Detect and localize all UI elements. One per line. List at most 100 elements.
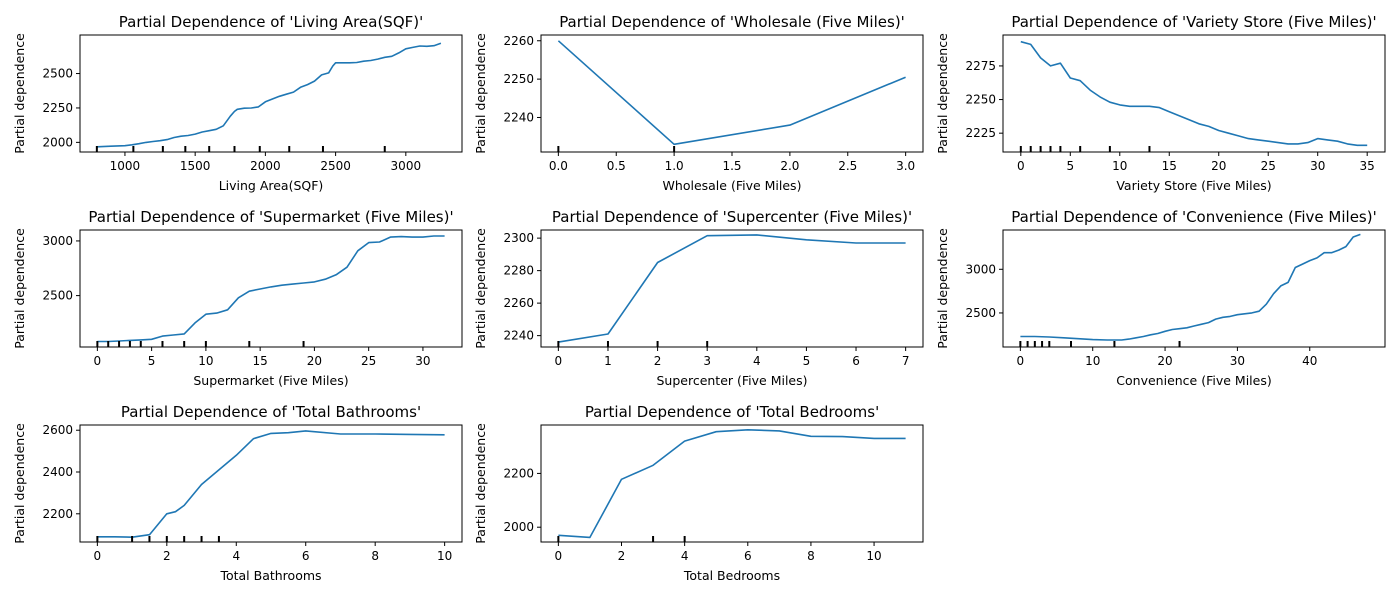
partial-dependence-line [558, 234, 906, 343]
y-axis-label: Partial dependence [12, 228, 27, 349]
chart-title: Partial Dependence of 'Wholesale (Five M… [559, 13, 905, 31]
y-tick-label: 2250 [42, 101, 73, 115]
x-tick-label: 15 [253, 354, 268, 368]
x-axis-label: Total Bathrooms [219, 568, 321, 583]
y-tick-label: 2260 [503, 34, 534, 48]
x-tick-label: 1 [604, 354, 612, 368]
chart-title: Partial Dependence of 'Total Bathrooms' [121, 403, 421, 421]
x-tick-label: 8 [807, 549, 815, 563]
x-axis-label: Supercenter (Five Miles) [656, 373, 807, 388]
y-axis-label: Partial dependence [473, 228, 488, 349]
x-tick-label: 10 [437, 549, 452, 563]
chart-panel: Partial Dependence of 'Total Bathrooms' 0… [12, 403, 463, 583]
y-tick-label: 2240 [503, 110, 534, 124]
x-tick-label: 20 [307, 354, 322, 368]
plot-frame [1002, 229, 1386, 348]
chart-title: Partial Dependence of 'Total Bedrooms' [585, 403, 879, 421]
plot-frame [79, 424, 463, 543]
partial-dependence-line [1020, 40, 1368, 147]
y-tick-label: 2000 [42, 135, 73, 149]
x-tick-label: 2500 [320, 159, 351, 173]
x-tick-label: 5 [1066, 159, 1074, 173]
x-tick-label: 6 [744, 549, 752, 563]
x-tick-label: 20 [1211, 159, 1226, 173]
x-tick-label: 0 [555, 354, 563, 368]
chart-title: Partial Dependence of 'Convenience (Five… [1011, 208, 1376, 226]
x-tick-label: 25 [361, 354, 376, 368]
x-axis-label: Wholesale (Five Miles) [663, 178, 802, 193]
x-tick-label: 0 [94, 549, 102, 563]
y-tick-label: 2500 [965, 306, 996, 320]
x-axis-label: Total Bedrooms [683, 568, 780, 583]
x-tick-label: 6 [302, 549, 310, 563]
partial-dependence-line [558, 428, 906, 539]
x-axis-label: Supermarket (Five Miles) [193, 373, 348, 388]
partial-dependence-line [557, 40, 906, 146]
x-tick-label: 2 [163, 549, 171, 563]
y-tick-label: 2500 [42, 67, 73, 81]
x-tick-label: 2 [654, 354, 662, 368]
y-tick-label: 2000 [503, 520, 534, 534]
x-tick-label: 30 [415, 354, 430, 368]
x-tick-label: 0 [94, 354, 102, 368]
x-tick-label: 0 [1017, 354, 1025, 368]
y-tick-label: 2225 [965, 126, 996, 140]
y-axis-label: Partial dependence [12, 423, 27, 544]
plot-frame [540, 424, 924, 543]
chart-title: Partial Dependence of 'Supermarket (Five… [88, 208, 453, 226]
chart-title: Partial Dependence of 'Supercenter (Five… [552, 208, 912, 226]
plot-frame [79, 229, 463, 348]
x-tick-label: 2.0 [780, 159, 799, 173]
x-tick-label: 6 [852, 354, 860, 368]
x-tick-label: 0.0 [549, 159, 568, 173]
x-tick-label: 15 [1162, 159, 1177, 173]
plot-frame [540, 229, 924, 348]
x-tick-label: 10 [1085, 354, 1100, 368]
x-tick-label: 30 [1310, 159, 1325, 173]
x-tick-label: 1000 [110, 159, 141, 173]
y-axis-label: Partial dependence [935, 228, 950, 349]
x-tick-label: 0 [1017, 159, 1025, 173]
y-tick-label: 2300 [503, 231, 534, 245]
y-tick-label: 2280 [503, 264, 534, 278]
partial-dependence-line [97, 235, 445, 343]
chart-panel: Partial Dependence of 'Convenience (Five… [935, 208, 1386, 388]
y-tick-label: 2250 [965, 93, 996, 107]
y-tick-label: 2600 [42, 423, 73, 437]
y-tick-label: 2200 [503, 466, 534, 480]
x-tick-label: 0.5 [607, 159, 626, 173]
x-tick-label: 2000 [250, 159, 281, 173]
x-axis-label: Convenience (Five Miles) [1116, 373, 1271, 388]
x-axis-label: Variety Store (Five Miles) [1116, 178, 1271, 193]
plot-frame [79, 34, 463, 153]
chart-panel: Partial Dependence of 'Wholesale (Five M… [473, 13, 924, 193]
y-tick-label: 2240 [503, 329, 534, 343]
y-tick-label: 2260 [503, 296, 534, 310]
chart-panel: Partial Dependence of 'Variety Store (Fi… [935, 13, 1386, 193]
x-tick-label: 4 [681, 549, 689, 563]
x-tick-label: 5 [148, 354, 156, 368]
x-tick-label: 2.5 [838, 159, 857, 173]
partial-dependence-line [97, 430, 445, 539]
x-tick-label: 10 [866, 549, 881, 563]
chart-title: Partial Dependence of 'Living Area(SQF)' [119, 13, 423, 31]
x-tick-label: 1500 [180, 159, 211, 173]
x-tick-label: 4 [232, 549, 240, 563]
x-tick-label: 3.0 [896, 159, 915, 173]
x-tick-label: 40 [1302, 354, 1317, 368]
y-tick-label: 3000 [42, 234, 73, 248]
y-axis-label: Partial dependence [12, 33, 27, 154]
x-tick-label: 5 [803, 354, 811, 368]
x-tick-label: 35 [1360, 159, 1375, 173]
x-tick-label: 25 [1261, 159, 1276, 173]
x-tick-label: 20 [1157, 354, 1172, 368]
chart-panel: Partial Dependence of 'Total Bedrooms' 0 2… [473, 403, 924, 583]
y-axis-label: Partial dependence [473, 423, 488, 544]
x-tick-label: 7 [902, 354, 910, 368]
x-tick-label: 4 [753, 354, 761, 368]
y-axis-label: Partial dependence [935, 33, 950, 154]
y-tick-label: 3000 [965, 262, 996, 276]
y-tick-label: 2500 [42, 289, 73, 303]
partial-dependence-line [1020, 233, 1361, 341]
